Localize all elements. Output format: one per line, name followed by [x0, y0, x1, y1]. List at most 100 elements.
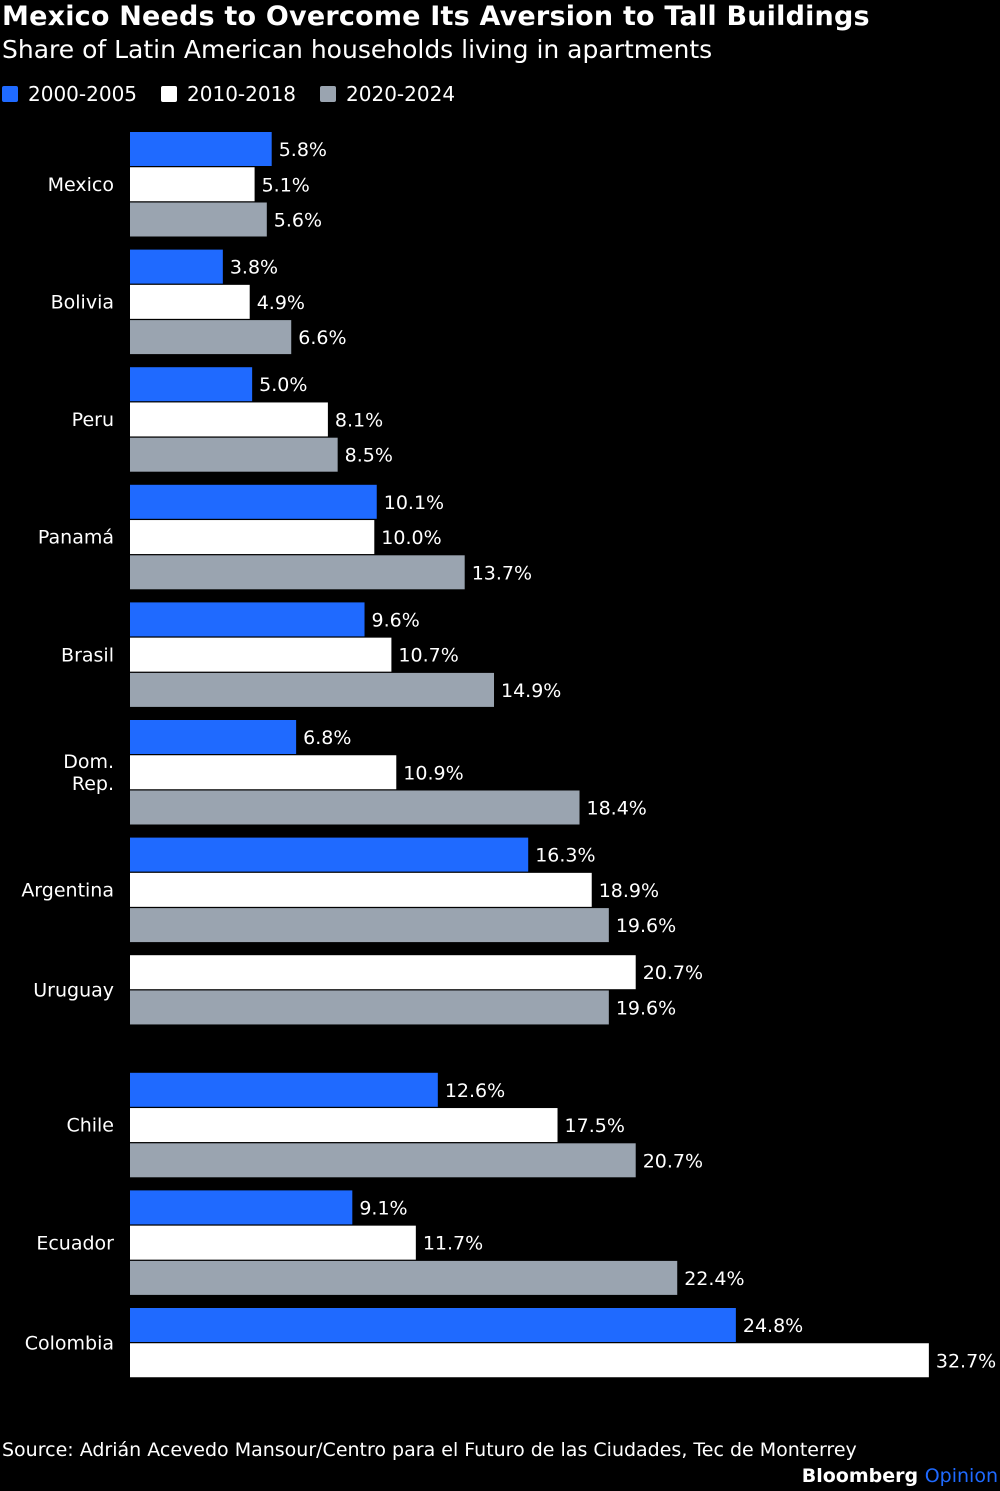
- bar-ecuador-2000-2005: [130, 1190, 353, 1225]
- data-label-uruguay-2010-2018: 20.7%: [643, 962, 703, 984]
- category-label-panam: Panamá: [38, 527, 114, 549]
- data-label-brasil-2020-2024: 14.9%: [501, 680, 561, 702]
- bar-brasil-2010-2018: [130, 637, 392, 672]
- data-label-mexico-2020-2024: 5.6%: [274, 210, 322, 232]
- bar-peru-2010-2018: [130, 402, 328, 437]
- data-label-argentina-2020-2024: 19.6%: [616, 915, 676, 937]
- bar-peru-2000-2005: [130, 367, 253, 402]
- bar-ecuador-2020-2024: [130, 1260, 678, 1295]
- bar-uruguay-2010-2018: [130, 955, 636, 990]
- bar-brasil-2000-2005: [130, 602, 365, 637]
- brand-logo: Bloomberg Opinion: [802, 1465, 998, 1487]
- source-note: Source: Adrián Acevedo Mansour/Centro pa…: [2, 1439, 857, 1461]
- bar-bolivia-2020-2024: [130, 320, 292, 355]
- legend-label-2010-2018: 2010-2018: [187, 82, 297, 106]
- data-label-argentina-2000-2005: 16.3%: [535, 845, 595, 867]
- category-label-uruguay: Uruguay: [33, 979, 114, 1001]
- legend-swatch-2000-2005: [2, 86, 18, 102]
- bar-peru-2020-2024: [130, 437, 338, 472]
- legend-item-2000-2005: 2000-2005: [2, 82, 137, 106]
- category-label-line: Uruguay: [33, 979, 114, 1001]
- legend-item-2020-2024: 2020-2024: [320, 82, 455, 106]
- category-label-line: Argentina: [21, 879, 114, 901]
- data-label-peru-2020-2024: 8.5%: [345, 445, 393, 467]
- data-label-chile-2020-2024: 20.7%: [643, 1150, 703, 1172]
- data-label-chile-2010-2018: 17.5%: [565, 1115, 625, 1137]
- bar-bolivia-2010-2018: [130, 284, 250, 319]
- category-label-line: Rep.: [72, 773, 114, 795]
- bar-colombia-2010-2018: [130, 1343, 929, 1378]
- bar-panam-2000-2005: [130, 484, 377, 519]
- bar-dom-rep-2000-2005: [130, 720, 297, 754]
- bar-bolivia-2000-2005: [130, 249, 223, 284]
- bar-panam-2010-2018: [130, 520, 375, 555]
- category-label-line: Dom.: [63, 751, 114, 773]
- bar-panam-2020-2024: [130, 555, 465, 590]
- data-label-bolivia-2000-2005: 3.8%: [230, 257, 278, 279]
- bar-chile-2000-2005: [130, 1072, 438, 1107]
- data-label-panam-2010-2018: 10.0%: [381, 527, 441, 549]
- data-label-panam-2020-2024: 13.7%: [472, 562, 532, 584]
- bar-chile-2010-2018: [130, 1108, 558, 1143]
- bar-colombia-2000-2005: [130, 1308, 736, 1342]
- category-label-ecuador: Ecuador: [36, 1232, 114, 1254]
- data-label-mexico-2000-2005: 5.8%: [279, 139, 327, 161]
- data-label-brasil-2010-2018: 10.7%: [398, 645, 458, 667]
- category-label-peru: Peru: [72, 409, 114, 431]
- data-label-ecuador-2000-2005: 9.1%: [359, 1197, 407, 1219]
- data-label-colombia-2000-2005: 24.8%: [743, 1315, 803, 1337]
- category-label-line: Panamá: [38, 527, 114, 549]
- data-label-uruguay-2020-2024: 19.6%: [616, 997, 676, 1019]
- data-label-bolivia-2020-2024: 6.6%: [298, 327, 346, 349]
- brand-accent: Opinion: [924, 1465, 998, 1487]
- category-label-brasil: Brasil: [61, 644, 114, 666]
- category-label-line: Colombia: [25, 1332, 114, 1354]
- brand-main: Bloomberg: [801, 1465, 919, 1487]
- bar-mexico-2010-2018: [130, 167, 255, 202]
- bar-mexico-2020-2024: [130, 202, 267, 237]
- data-label-mexico-2010-2018: 5.1%: [262, 174, 310, 196]
- data-label-dom-rep-2010-2018: 10.9%: [403, 762, 463, 784]
- category-label-line: Bolivia: [51, 291, 114, 313]
- bar-ecuador-2010-2018: [130, 1225, 416, 1260]
- bar-argentina-2000-2005: [130, 837, 529, 872]
- data-label-chile-2000-2005: 12.6%: [445, 1080, 505, 1102]
- data-label-argentina-2010-2018: 18.9%: [599, 880, 659, 902]
- chart-subtitle: Share of Latin American households livin…: [2, 35, 713, 64]
- legend-label-2020-2024: 2020-2024: [346, 82, 456, 106]
- category-label-line: Brasil: [61, 644, 114, 666]
- bar-brasil-2020-2024: [130, 672, 495, 707]
- category-label-argentina: Argentina: [21, 879, 114, 901]
- bar-chile-2020-2024: [130, 1143, 636, 1178]
- category-label-dom-rep: Dom. Rep.: [63, 751, 114, 795]
- bar-chart: Mexico 5.8% 5.1% 5.6% Bolivia 3.8% 4.9% 6.6% Per…: [21, 132, 996, 1378]
- data-label-peru-2010-2018: 8.1%: [335, 409, 383, 431]
- legend: 2000-2005 2010-2018 2020-2024: [2, 82, 479, 106]
- data-label-peru-2000-2005: 5.0%: [259, 374, 307, 396]
- data-label-brasil-2000-2005: 9.6%: [372, 609, 420, 631]
- legend-label-2000-2005: 2000-2005: [28, 82, 138, 106]
- bar-mexico-2000-2005: [130, 132, 272, 166]
- category-label-chile: Chile: [66, 1115, 114, 1137]
- bar-uruguay-2020-2024: [130, 990, 609, 1025]
- bar-argentina-2020-2024: [130, 908, 609, 943]
- data-label-bolivia-2010-2018: 4.9%: [257, 292, 305, 314]
- legend-swatch-2020-2024: [320, 86, 337, 102]
- chart-title: Mexico Needs to Overcome Its Aversion to…: [2, 1, 870, 32]
- bar-argentina-2010-2018: [130, 872, 592, 907]
- legend-swatch-2010-2018: [161, 86, 178, 102]
- data-label-ecuador-2010-2018: 11.7%: [423, 1233, 483, 1255]
- category-label-line: Chile: [66, 1115, 114, 1137]
- data-label-colombia-2010-2018: 32.7%: [936, 1350, 996, 1372]
- data-label-ecuador-2020-2024: 22.4%: [684, 1268, 744, 1290]
- data-label-dom-rep-2020-2024: 18.4%: [587, 798, 647, 820]
- category-label-line: Mexico: [48, 174, 114, 196]
- category-label-line: Ecuador: [36, 1232, 114, 1254]
- category-label-mexico: Mexico: [48, 174, 114, 196]
- bar-dom-rep-2010-2018: [130, 755, 397, 790]
- data-label-panam-2000-2005: 10.1%: [384, 492, 444, 514]
- data-label-dom-rep-2000-2005: 6.8%: [303, 727, 351, 749]
- category-label-bolivia: Bolivia: [51, 291, 114, 313]
- category-label-line: Peru: [72, 409, 114, 431]
- category-label-colombia: Colombia: [25, 1332, 114, 1354]
